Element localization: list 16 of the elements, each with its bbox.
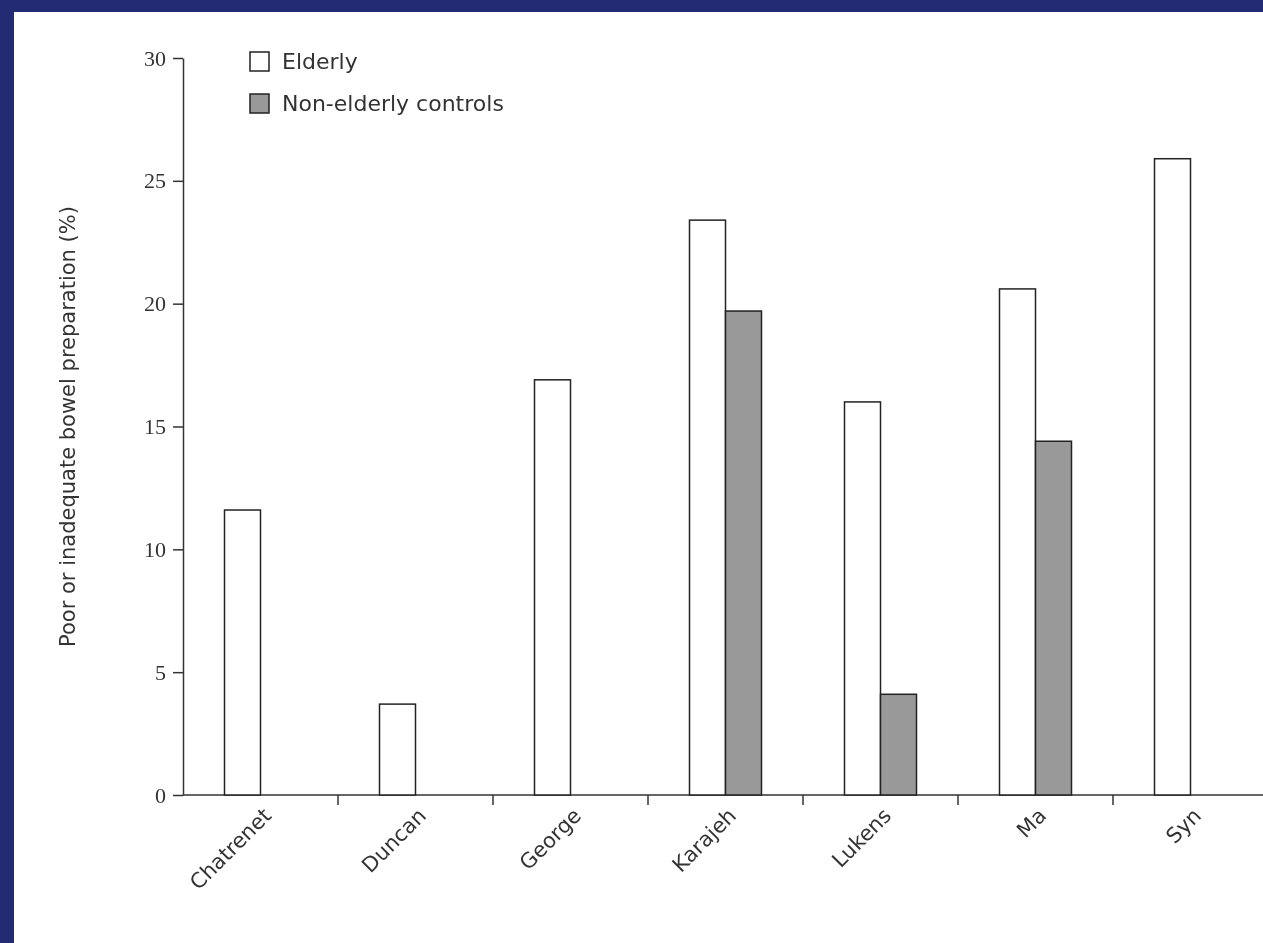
y-axis-title: Poor or inadequate bowel preparation (%) [56, 206, 80, 647]
y-tick-label: 0 [155, 782, 166, 808]
y-tick-label: 15 [144, 414, 166, 440]
bar [1153, 157, 1192, 796]
bar [223, 509, 262, 796]
x-tick-label: Ma [1012, 803, 1052, 843]
y-tick-label: 5 [155, 659, 166, 685]
x-tick-label: Syn [1161, 803, 1207, 849]
y-tick-label: 20 [144, 291, 166, 317]
y-tick-label: 30 [144, 45, 166, 71]
bar [378, 703, 417, 796]
legend-label: Non-elderly controls [282, 91, 504, 116]
bar [533, 379, 572, 796]
y-tick-label: 10 [144, 536, 166, 562]
legend-label: Elderly [282, 49, 358, 74]
y-tick-label: 25 [144, 168, 166, 194]
